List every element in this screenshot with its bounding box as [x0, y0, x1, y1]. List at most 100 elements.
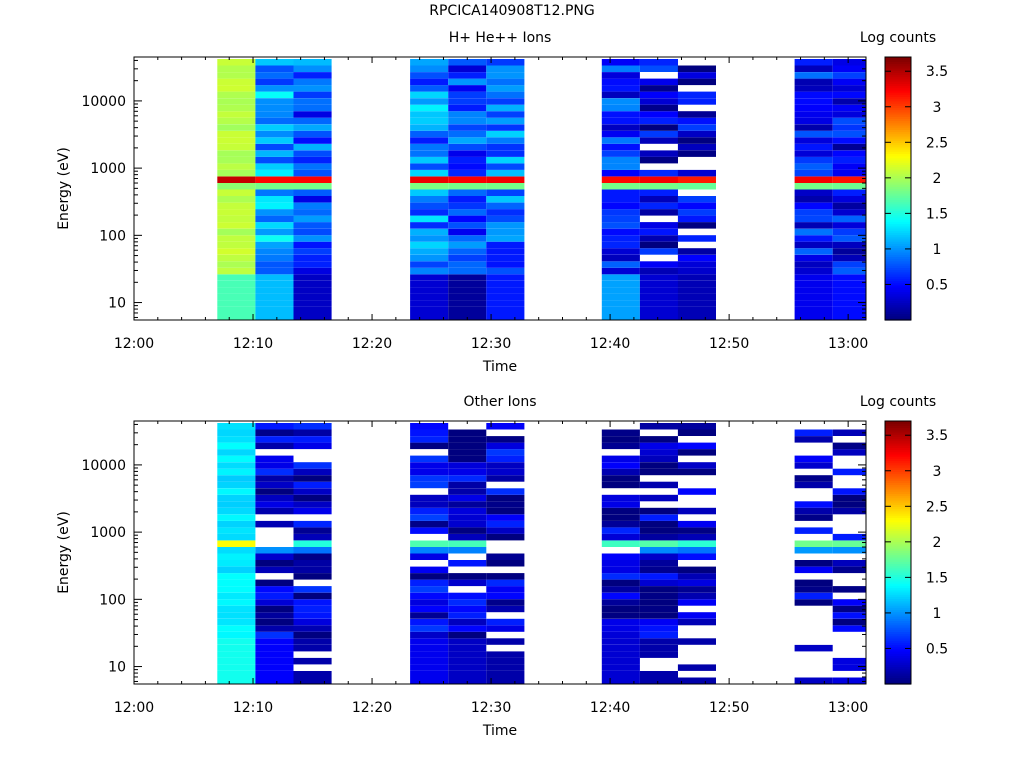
colorbar-swatch [885, 486, 911, 490]
colorbar-swatch [885, 429, 911, 433]
colorbar-swatch [885, 133, 911, 137]
heatmap-cell [217, 117, 256, 125]
heatmap-cell [677, 300, 716, 307]
heatmap-cell [832, 124, 866, 131]
heatmap-cell [601, 579, 640, 587]
heatmap-cell [255, 274, 294, 281]
heatmap-cell [255, 65, 294, 72]
heatmap-cell [677, 215, 716, 223]
heatmap-cell [255, 91, 294, 99]
heatmap-cell [601, 104, 640, 112]
heatmap-cell [677, 72, 716, 79]
heatmap-cell [255, 293, 294, 301]
heatmap-cell [448, 436, 487, 443]
heatmap-cell [217, 65, 256, 72]
heatmap-cell [255, 287, 294, 294]
heatmap-cell [255, 520, 294, 528]
heatmap-cell [217, 267, 256, 275]
heatmap-cell [255, 638, 294, 645]
heatmap-cell [448, 59, 487, 66]
heatmap-cell [486, 287, 525, 294]
heatmap-cell [448, 644, 487, 652]
heatmap-cell [410, 189, 449, 196]
colorbar-swatch [885, 197, 911, 201]
heatmap-cell [601, 254, 640, 262]
colorbar-swatch [885, 475, 911, 479]
colorbar-swatch [885, 456, 911, 459]
colorbar-swatch [885, 576, 911, 580]
heatmap-cell [255, 280, 294, 288]
heatmap-cell [486, 150, 525, 157]
heatmap-cell [677, 547, 716, 554]
heatmap-cell [601, 124, 640, 131]
colorbar-swatch [885, 120, 911, 124]
heatmap-cell [639, 65, 678, 72]
heatmap-cell [832, 176, 866, 183]
heatmap-cell [832, 85, 866, 92]
heatmap-cell [448, 605, 487, 613]
heatmap-cell [217, 625, 256, 632]
heatmap-cell [486, 261, 525, 268]
x-tick-label: 12:40 [590, 700, 630, 716]
heatmap-cell [293, 117, 332, 125]
heatmap-cell [677, 169, 716, 177]
heatmap-cell [255, 625, 294, 632]
heatmap-cell [832, 65, 866, 72]
heatmap-cell [794, 163, 833, 170]
heatmap-cell [639, 605, 678, 613]
heatmap-cell [217, 254, 256, 262]
colorbar-tick-label: 2 [933, 171, 942, 187]
colorbar-swatch [885, 664, 911, 668]
heatmap-cell [293, 78, 332, 86]
heatmap-cell [293, 222, 332, 229]
heatmap-cell [410, 468, 449, 476]
heatmap-cell [639, 196, 678, 203]
heatmap-cell [794, 586, 833, 593]
colorbar-swatch [885, 313, 911, 317]
heatmap-cell [601, 176, 640, 183]
colorbar-swatch [885, 517, 911, 521]
heatmap-cell [639, 449, 678, 456]
colorbar-swatch [885, 138, 911, 141]
x-tick-label: 12:20 [352, 700, 392, 716]
heatmap-cell [486, 65, 525, 72]
colorbar-swatch [885, 241, 911, 244]
heatmap-cell [677, 540, 716, 547]
colorbar-swatch [885, 111, 911, 115]
colorbar-swatch [885, 580, 911, 584]
colorbar-swatch [885, 480, 911, 483]
heatmap-cell [448, 625, 487, 632]
heatmap-cell [410, 586, 449, 593]
heatmap-cell [255, 631, 294, 639]
heatmap-cell [293, 169, 332, 177]
heatmap-cell [639, 677, 678, 684]
heatmap-cell [794, 287, 833, 294]
y-tick-label: 100 [99, 592, 126, 608]
colorbar-swatch [885, 670, 911, 674]
heatmap-cell [486, 124, 525, 131]
colorbar-swatch [885, 637, 911, 641]
heatmap-cell [293, 592, 332, 600]
heatmap-cell [255, 150, 294, 157]
colorbar-swatch [885, 541, 911, 545]
colorbar-swatch [885, 67, 911, 71]
heatmap-cell [486, 104, 525, 112]
colorbar-swatch [885, 679, 911, 683]
heatmap-cell [639, 267, 678, 275]
heatmap-cell [410, 176, 449, 183]
colorbar-swatch [885, 611, 911, 615]
heatmap-cell [217, 612, 256, 619]
heatmap-cell [601, 605, 640, 613]
heatmap-cell [410, 540, 449, 547]
heatmap-cell [255, 143, 294, 151]
heatmap-cell [293, 156, 332, 164]
colorbar-swatch [885, 230, 911, 233]
heatmap-cell [255, 475, 294, 482]
heatmap-cell [601, 540, 640, 547]
colorbar-swatch [885, 499, 911, 503]
heatmap-cell [677, 137, 716, 144]
colorbar-swatch [885, 513, 911, 516]
colorbar-swatch [885, 247, 911, 251]
heatmap-cell [794, 462, 833, 469]
heatmap-cell [293, 143, 332, 151]
